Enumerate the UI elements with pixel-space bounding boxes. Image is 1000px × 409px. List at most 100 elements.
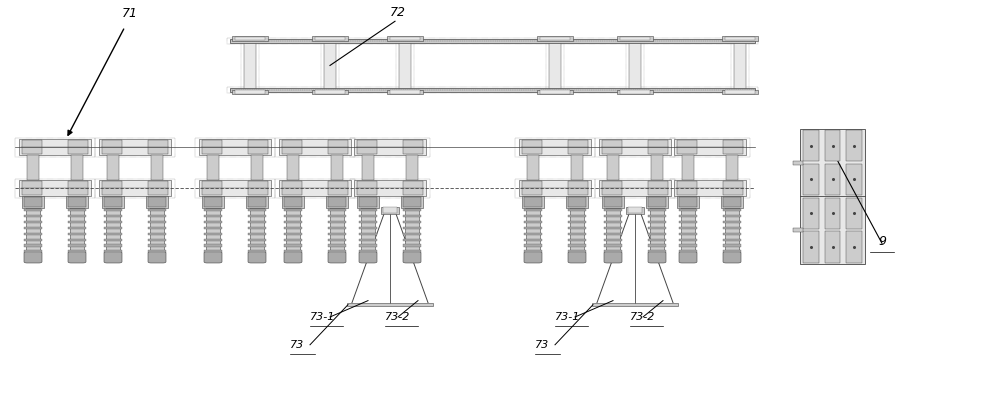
Bar (540, 90, 570, 94)
Bar (731, 38, 749, 93)
Bar (104, 238, 122, 240)
Bar (232, 90, 268, 94)
Bar (650, 208, 664, 253)
Bar (24, 233, 42, 235)
Bar (648, 209, 666, 211)
Bar (722, 36, 758, 41)
Bar (651, 155, 663, 180)
FancyBboxPatch shape (723, 252, 741, 263)
Bar (679, 215, 697, 217)
Bar (725, 90, 755, 94)
Bar (284, 245, 302, 247)
Bar (328, 227, 346, 229)
Text: 73: 73 (535, 339, 549, 350)
Bar (24, 215, 42, 217)
Text: 72: 72 (390, 6, 406, 18)
Bar (825, 164, 840, 195)
Bar (99, 180, 171, 196)
Bar (148, 250, 166, 252)
Bar (406, 155, 418, 180)
Bar (199, 139, 271, 155)
Bar (106, 208, 120, 253)
Bar (66, 196, 88, 208)
Bar (246, 196, 268, 208)
Bar (248, 233, 266, 235)
Bar (846, 130, 862, 162)
Bar (148, 245, 166, 247)
Bar (403, 250, 421, 252)
Bar (604, 245, 622, 247)
Bar (403, 238, 421, 240)
Bar (22, 181, 42, 195)
Bar (604, 209, 622, 211)
Bar (403, 209, 421, 211)
Bar (549, 39, 561, 92)
Bar (568, 233, 586, 235)
Bar (328, 250, 346, 252)
Bar (68, 197, 86, 207)
FancyBboxPatch shape (284, 252, 302, 263)
Bar (312, 36, 348, 41)
Bar (24, 197, 42, 207)
FancyBboxPatch shape (359, 252, 377, 263)
Bar (328, 215, 346, 217)
Bar (68, 221, 86, 223)
Bar (403, 181, 423, 195)
Bar (357, 140, 377, 154)
Bar (846, 164, 862, 195)
Bar (390, 90, 420, 94)
Bar (723, 140, 743, 154)
Bar (68, 181, 88, 195)
Text: 9: 9 (878, 236, 886, 248)
Bar (347, 303, 433, 306)
Bar (312, 90, 348, 94)
Bar (568, 221, 586, 223)
Bar (568, 245, 586, 247)
Bar (803, 198, 819, 229)
Bar (604, 197, 622, 207)
Bar (602, 140, 622, 154)
Bar (68, 227, 86, 229)
Bar (68, 215, 86, 217)
Bar (248, 227, 266, 229)
Bar (390, 37, 420, 40)
Bar (524, 250, 542, 252)
Bar (282, 181, 302, 195)
Bar (524, 215, 542, 217)
Bar (524, 238, 542, 240)
Bar (241, 38, 259, 93)
Bar (571, 155, 583, 180)
Bar (148, 209, 166, 211)
Bar (350, 179, 430, 198)
Bar (227, 38, 758, 44)
Bar (248, 215, 266, 217)
Bar (679, 221, 697, 223)
Bar (568, 227, 586, 229)
Bar (648, 140, 668, 154)
Bar (359, 233, 377, 235)
Bar (287, 155, 299, 180)
Bar (620, 90, 650, 94)
Bar (250, 208, 264, 253)
Bar (248, 197, 266, 207)
Text: 71: 71 (122, 7, 138, 20)
Bar (148, 238, 166, 240)
Bar (102, 196, 124, 208)
Bar (677, 181, 697, 195)
Bar (679, 245, 697, 247)
Bar (359, 238, 377, 240)
Bar (387, 36, 423, 41)
FancyBboxPatch shape (604, 252, 622, 263)
Bar (793, 228, 803, 232)
FancyBboxPatch shape (568, 252, 586, 263)
Bar (617, 36, 653, 41)
Bar (537, 36, 573, 41)
Bar (677, 140, 697, 154)
Bar (70, 208, 84, 253)
Bar (568, 215, 586, 217)
Bar (568, 197, 586, 207)
Bar (148, 233, 166, 235)
Bar (674, 180, 746, 196)
Bar (793, 160, 803, 164)
Bar (102, 181, 122, 195)
